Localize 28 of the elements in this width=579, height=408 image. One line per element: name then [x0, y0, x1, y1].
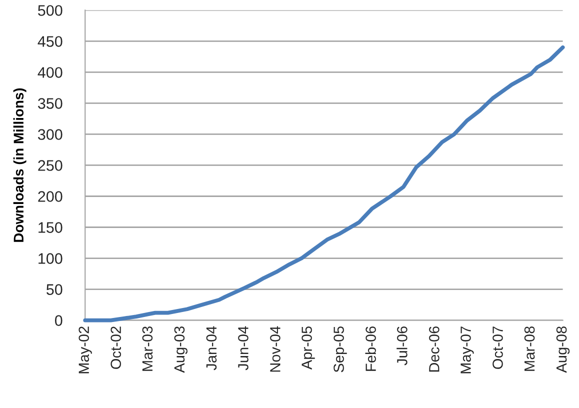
x-tick-label: Jan-04	[206, 326, 217, 370]
x-tick-label: Feb-06	[365, 326, 376, 371]
y-tick-label: 150	[38, 222, 62, 233]
x-tick-label: May-07	[460, 326, 474, 374]
x-tick-label: Sep-05	[334, 326, 347, 372]
x-tick-label: Jun-04	[238, 326, 248, 370]
y-tick-label: 200	[38, 191, 62, 202]
x-tick-label: Oct-07	[492, 326, 503, 369]
y-tick-label: 250	[38, 160, 62, 171]
x-tick-label: Mar-08	[524, 326, 535, 371]
y-tick-label: 100	[38, 253, 62, 264]
y-tick-label: 50	[46, 284, 62, 295]
x-tick-label: Aug-03	[174, 326, 188, 373]
x-tick-label: Dec-06	[429, 326, 440, 372]
y-tick-label: 500	[38, 5, 62, 16]
y-axis-title: Downloads (in Millions)	[13, 88, 26, 242]
y-tick-label: 450	[38, 36, 62, 47]
y-tick-label: 0	[54, 315, 62, 326]
x-tick-label: Nov-04	[270, 326, 280, 372]
x-tick-label: May-02	[78, 326, 92, 374]
x-tick-label: Aug-08	[556, 326, 570, 373]
y-tick-label: 300	[38, 129, 62, 140]
x-tick-label: Mar-03	[142, 326, 153, 371]
x-tick-label: Oct-02	[110, 326, 122, 369]
x-tick-label: Jul-06	[396, 326, 408, 366]
y-tick-label: 350	[38, 98, 62, 109]
y-tick-label: 400	[38, 67, 62, 78]
x-tick-label: Apr-05	[302, 326, 315, 370]
